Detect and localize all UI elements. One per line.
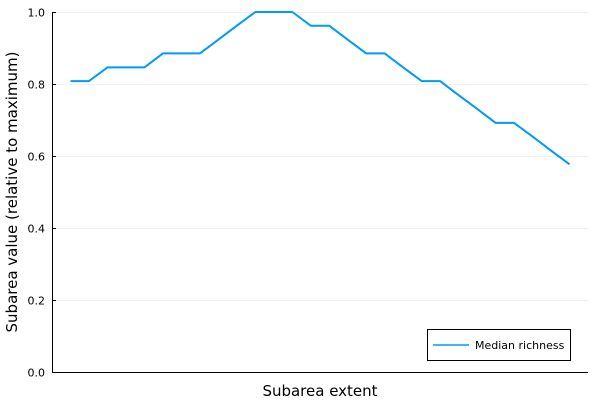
y-axis-label: Subarea value (relative to maximum) bbox=[3, 52, 21, 333]
y-tick-label: 0.6 bbox=[28, 151, 46, 164]
x-axis-label: Subarea extent bbox=[262, 382, 377, 400]
grid bbox=[52, 12, 588, 301]
y-tick-label: 0.0 bbox=[28, 367, 46, 380]
legend: Median richness bbox=[427, 329, 571, 361]
y-tick-label: 0.2 bbox=[28, 295, 46, 308]
y-tick-label: 0.8 bbox=[28, 79, 46, 92]
y-ticks: 0.0 0.2 0.4 0.6 0.8 1.0 bbox=[28, 7, 56, 380]
axes bbox=[52, 12, 588, 373]
y-tick-label: 0.4 bbox=[28, 223, 46, 236]
series bbox=[70, 11, 571, 166]
series-line-median-richness bbox=[70, 11, 571, 166]
legend-label-median-richness: Median richness bbox=[475, 339, 565, 352]
y-tick-label: 1.0 bbox=[28, 7, 46, 20]
